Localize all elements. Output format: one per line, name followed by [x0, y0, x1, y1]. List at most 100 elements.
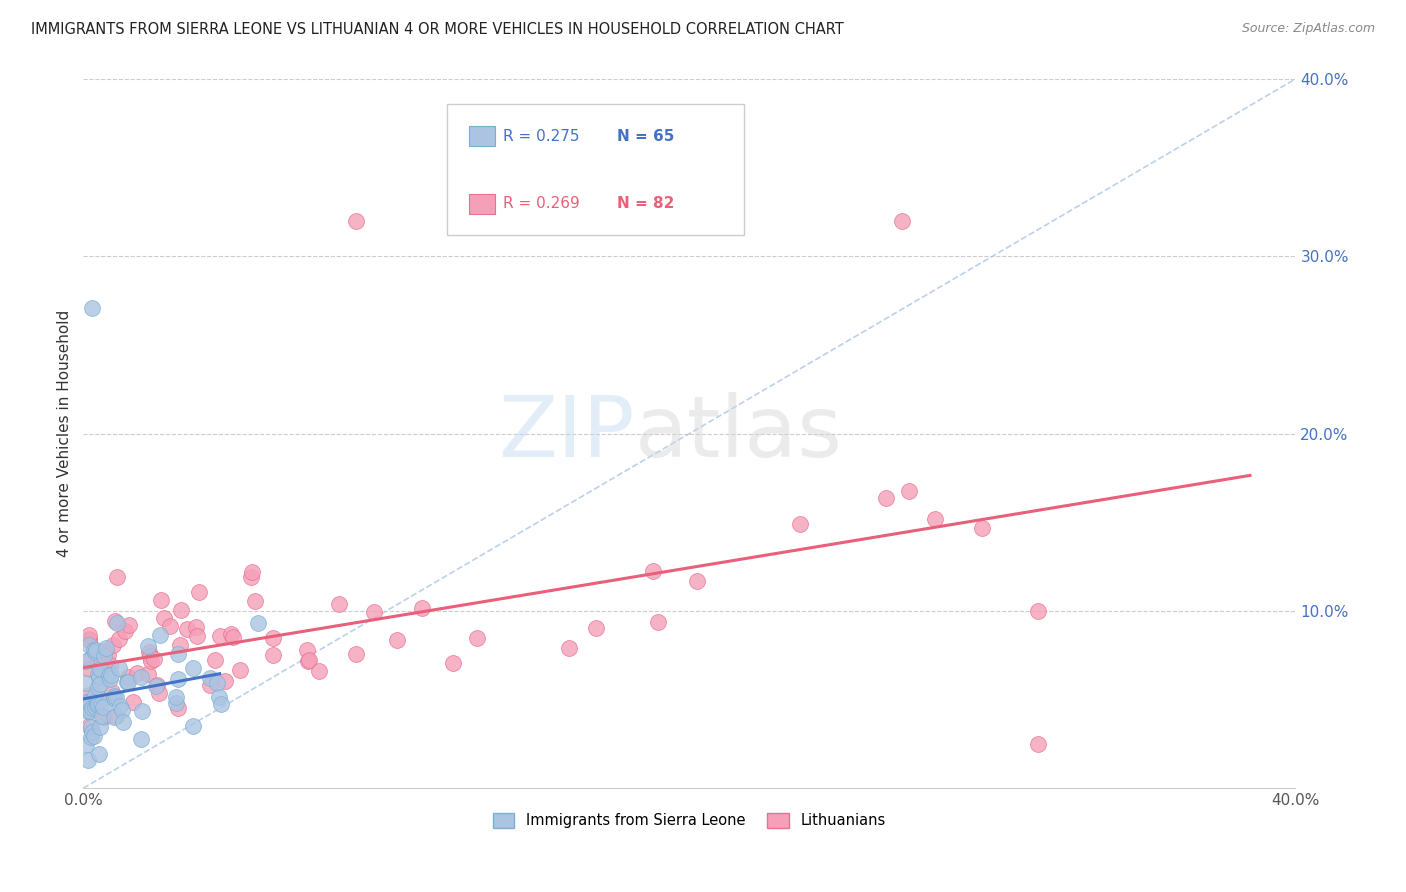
Point: [84, 645, 107, 659]
Point: [153, 610, 176, 624]
Point: [262, 632, 284, 646]
Point: [94, 644, 117, 658]
Point: [138, 649, 160, 664]
Point: [647, 615, 669, 629]
Point: [146, 678, 169, 692]
Text: atlas: atlas: [636, 392, 842, 475]
Point: [247, 615, 270, 630]
Point: [100, 667, 122, 681]
Point: [77, 638, 100, 652]
Point: [166, 690, 188, 705]
Point: [87, 697, 110, 711]
Point: [143, 652, 166, 666]
Point: [79, 653, 101, 667]
Point: [103, 710, 125, 724]
Point: [169, 638, 191, 652]
Point: [188, 585, 211, 599]
Point: [80, 730, 103, 744]
Point: [1026, 737, 1049, 751]
Point: [166, 672, 188, 686]
Point: [93, 648, 115, 663]
Point: [104, 709, 127, 723]
Point: [131, 670, 153, 684]
Point: [97, 648, 120, 662]
Point: [924, 512, 946, 526]
Point: [83, 700, 105, 714]
Point: [205, 675, 228, 690]
Point: [79, 633, 101, 648]
Point: [170, 603, 193, 617]
Point: [79, 688, 101, 702]
Point: [441, 657, 464, 671]
Point: [98, 658, 121, 673]
Point: [149, 628, 172, 642]
Legend: Immigrants from Sierra Leone, Lithuanians: Immigrants from Sierra Leone, Lithuanian…: [486, 807, 891, 834]
Point: [77, 695, 100, 709]
Point: [131, 704, 153, 718]
Point: [229, 663, 252, 677]
Point: [186, 629, 208, 643]
Point: [75, 695, 97, 709]
Point: [86, 698, 108, 712]
Point: [111, 703, 134, 717]
Point: [295, 643, 318, 657]
Point: [79, 704, 101, 718]
Point: [198, 672, 221, 686]
Point: [94, 640, 117, 655]
Point: [90, 665, 112, 679]
Point: [107, 632, 129, 646]
Point: [75, 676, 97, 690]
Point: [93, 710, 115, 724]
Point: [76, 704, 98, 718]
Point: [385, 633, 408, 648]
Point: [262, 648, 284, 662]
Bar: [468, 194, 495, 214]
Point: [79, 632, 101, 646]
Point: [87, 747, 110, 762]
Point: [107, 660, 129, 674]
Point: [136, 667, 159, 681]
Point: [186, 619, 208, 633]
Point: [75, 738, 97, 752]
Point: [789, 517, 811, 532]
Point: [104, 615, 127, 629]
Point: [94, 657, 117, 671]
Point: [165, 696, 187, 710]
Point: [103, 691, 125, 706]
Point: [890, 214, 912, 228]
Point: [181, 719, 204, 733]
Point: [103, 690, 125, 704]
Bar: [468, 127, 495, 146]
Point: [101, 638, 124, 652]
Point: [136, 639, 159, 653]
Point: [167, 648, 190, 662]
Point: [209, 697, 232, 711]
Text: Source: ZipAtlas.com: Source: ZipAtlas.com: [1241, 22, 1375, 36]
Point: [84, 643, 107, 657]
Point: [83, 643, 105, 657]
Point: [465, 631, 488, 645]
Point: [87, 680, 110, 694]
Point: [79, 719, 101, 733]
Point: [411, 601, 433, 615]
Text: N = 65: N = 65: [617, 129, 673, 144]
Point: [897, 484, 920, 499]
Point: [89, 662, 111, 676]
Point: [117, 670, 139, 684]
Point: [159, 619, 181, 633]
Point: [98, 672, 121, 686]
Point: [127, 665, 149, 680]
Point: [242, 566, 264, 580]
Point: [308, 665, 330, 679]
Point: [150, 593, 173, 607]
Point: [82, 701, 104, 715]
Point: [972, 521, 994, 535]
Point: [111, 715, 134, 730]
Point: [148, 686, 170, 700]
Point: [75, 654, 97, 668]
Point: [181, 661, 204, 675]
Point: [219, 627, 242, 641]
Text: N = 82: N = 82: [617, 196, 673, 211]
Point: [80, 720, 103, 734]
Point: [297, 654, 319, 668]
